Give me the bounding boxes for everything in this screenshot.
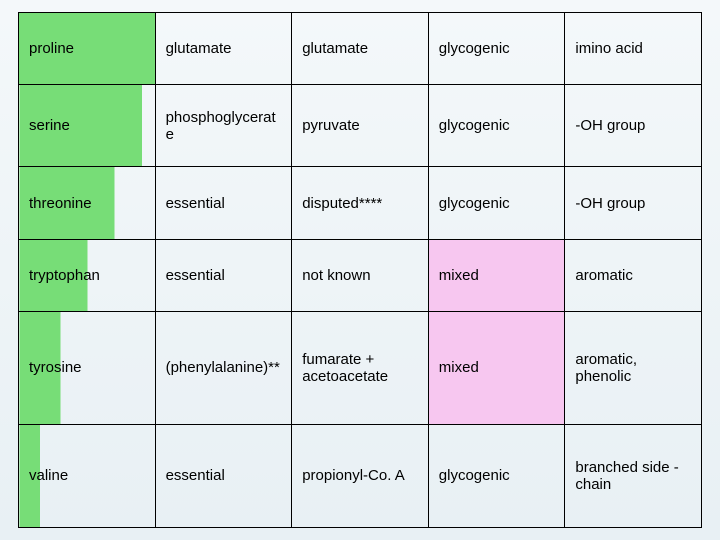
table-cell: mixed (428, 311, 565, 424)
table-cell: threonine (19, 167, 156, 239)
table-row: valine essentialpropionyl-Co. Aglycogenic… (19, 424, 702, 527)
table-cell: tryptophan (19, 239, 156, 311)
table-cell: essential (155, 167, 292, 239)
table-cell: valine (19, 424, 156, 527)
table-cell: glycogenic (428, 424, 565, 527)
amino-acid-table: prolineglutamateglutamateglycogenicimino… (18, 12, 702, 528)
table-cell: essential (155, 424, 292, 527)
table-cell: proline (19, 13, 156, 85)
cell-text: proline (29, 40, 74, 57)
table-cell: glycogenic (428, 167, 565, 239)
table-cell: phosphoglycerate (155, 85, 292, 167)
table-row: threonine essentialdisputed****glycogenic… (19, 167, 702, 239)
table-cell: not known (292, 239, 429, 311)
table-cell: glutamate (155, 13, 292, 85)
table-cell: -OH group (565, 85, 702, 167)
table-row: tryptophan essentialnot knownmixedaromati… (19, 239, 702, 311)
table-row: prolineglutamateglutamateglycogenicimino… (19, 13, 702, 85)
table-cell: aromatic, phenolic (565, 311, 702, 424)
cell-text: tyrosine (29, 359, 82, 376)
table-cell: (phenylalanine)** (155, 311, 292, 424)
table-row: tyrosine (phenylalanine)**fumarate + acet… (19, 311, 702, 424)
cell-text: valine (29, 467, 68, 484)
table-cell: fumarate + acetoacetate (292, 311, 429, 424)
table-cell: serine (19, 85, 156, 167)
table-cell: glutamate (292, 13, 429, 85)
cell-text: threonine (29, 195, 92, 212)
table-cell: essential (155, 239, 292, 311)
table-cell: -OH group (565, 167, 702, 239)
table-cell: mixed (428, 239, 565, 311)
table-cell: aromatic (565, 239, 702, 311)
table-cell: imino acid (565, 13, 702, 85)
table-cell: branched side -chain (565, 424, 702, 527)
table-cell: disputed**** (292, 167, 429, 239)
table-cell: propionyl-Co. A (292, 424, 429, 527)
table-cell: glycogenic (428, 85, 565, 167)
cell-text: serine (29, 117, 70, 134)
cell-text: tryptophan (29, 267, 100, 284)
table-cell: tyrosine (19, 311, 156, 424)
table-cell: pyruvate (292, 85, 429, 167)
table-row: serine phosphoglyceratepyruvateglycogenic… (19, 85, 702, 167)
table-cell: glycogenic (428, 13, 565, 85)
